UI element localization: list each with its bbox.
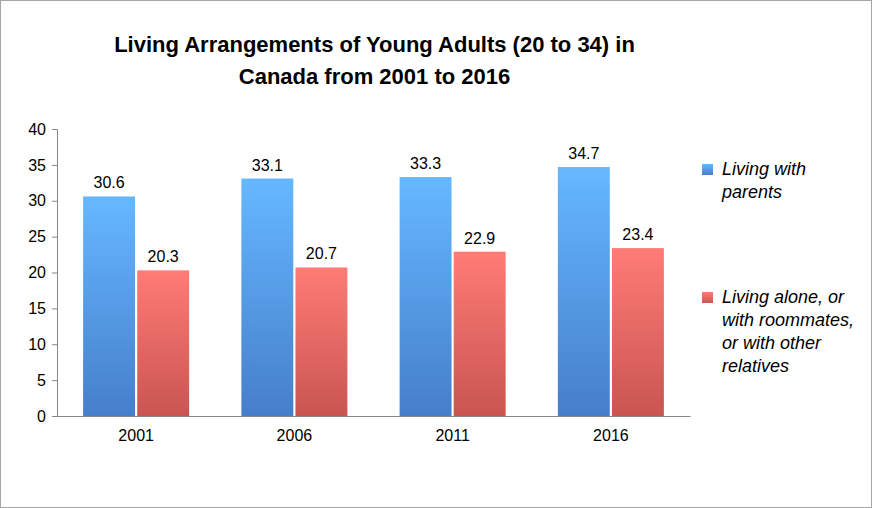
legend: Living with parents Living alone, or with r… [702, 159, 854, 376]
y-tick-label: 40 [28, 121, 46, 138]
y-tick-mark [52, 201, 57, 202]
bar [137, 270, 189, 416]
y-tick-label: 30 [28, 192, 46, 209]
legend-swatch [702, 292, 713, 303]
legend-label: Living alone, or with roommates, or with o… [722, 287, 854, 376]
y-tick-mark [52, 273, 57, 274]
data-label: 33.3 [410, 155, 441, 172]
y-tick-label: 10 [28, 336, 46, 353]
y-tick-mark [52, 237, 57, 238]
y-tick-label: 5 [37, 372, 46, 389]
title: Living Arrangements of Young Adults (20 … [114, 32, 635, 89]
x-tick: 2016 [593, 416, 629, 444]
y-tick: 10 [28, 336, 57, 353]
data-label: 30.6 [94, 174, 125, 191]
bar [400, 177, 452, 416]
x-tick-label: 2016 [593, 427, 629, 444]
text-line: relatives [722, 356, 789, 376]
y-tick: 40 [28, 121, 57, 138]
y-tick-mark [52, 380, 57, 381]
y-tick: 15 [28, 300, 57, 317]
y-tick-label: 35 [28, 156, 46, 173]
y-tick-mark [52, 416, 57, 417]
x-tick: 2001 [118, 416, 154, 444]
x-tick-label: 2011 [435, 427, 470, 444]
bar [612, 248, 664, 416]
x-tick-label: 2001 [118, 427, 154, 444]
text-line: Living Arrangements of Young Adults (20 … [114, 32, 635, 57]
y-tick: 5 [37, 372, 57, 389]
x-axis: 2001 2006 2011 2016 [58, 416, 691, 444]
y-tick-label: 20 [28, 264, 46, 281]
y-tick-label: 0 [37, 408, 46, 425]
bar [241, 179, 293, 416]
y-tick: 25 [28, 228, 57, 245]
x-tick-label: 2006 [277, 427, 313, 444]
data-label: 20.7 [306, 245, 337, 262]
x-tick: 2006 [277, 416, 313, 444]
bar [454, 252, 506, 416]
legend-swatch [702, 164, 713, 175]
bar [295, 267, 347, 416]
y-tick-label: 25 [28, 228, 46, 245]
data-label: 33.1 [252, 157, 283, 174]
frame [1, 1, 872, 508]
bar [83, 196, 135, 416]
y-axis-line [52, 130, 58, 417]
text-line: Living alone, or [722, 287, 845, 307]
legend-label: Living with parents [721, 159, 806, 202]
chart: Living Arrangements of Young Adults (20 … [0, 0, 872, 508]
text-line: with roommates, [722, 310, 854, 330]
y-tick: 30 [28, 192, 57, 209]
y-tick: 0 [37, 408, 57, 425]
data-label: 20.3 [148, 248, 179, 265]
text-line: Canada from 2001 to 2016 [239, 64, 510, 89]
y-axis: 0 5 10 15 20 25 30 35 40 [28, 121, 57, 425]
y-tick-label: 15 [28, 300, 46, 317]
text-line: or with other [722, 333, 822, 353]
y-tick-mark [52, 129, 57, 130]
y-tick-mark [52, 165, 57, 166]
y-tick: 20 [28, 264, 57, 281]
y-tick-mark [52, 344, 57, 345]
data-label: 23.4 [622, 226, 653, 243]
x-axis-line [58, 416, 691, 417]
bars [83, 167, 664, 416]
y-tick-mark [52, 308, 57, 309]
data-labels: 30.6 33.1 33.3 34.7 20.3 20.7 22.9 23.4 [94, 145, 654, 265]
bar [558, 167, 610, 416]
x-tick: 2011 [435, 416, 470, 444]
text-line: parents [721, 182, 782, 202]
data-label: 22.9 [464, 230, 495, 247]
text-line: Living with [722, 159, 806, 179]
y-tick: 35 [28, 156, 57, 173]
data-label: 34.7 [568, 145, 599, 162]
